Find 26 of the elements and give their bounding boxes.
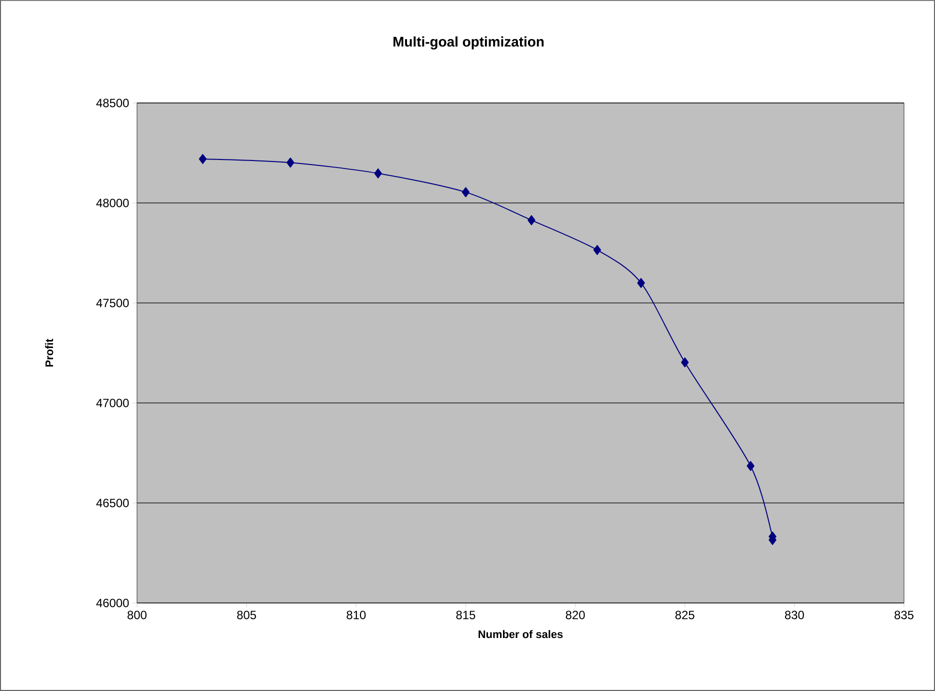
y-tick-label: 47500 xyxy=(96,298,129,308)
x-axis-title: Number of sales xyxy=(478,630,563,638)
x-tick-label: 825 xyxy=(675,610,694,620)
y-tick-label: 46500 xyxy=(96,498,129,508)
y-axis-title: Profit xyxy=(45,338,54,367)
x-tick-label: 835 xyxy=(894,610,914,620)
point xyxy=(198,154,207,164)
y-tick-label: 48000 xyxy=(96,198,129,208)
x-tick-label: 815 xyxy=(456,610,476,620)
x-tick-label: 810 xyxy=(346,610,366,620)
x-tick-label: 800 xyxy=(128,610,147,620)
point xyxy=(462,187,470,198)
point xyxy=(637,278,645,288)
point xyxy=(681,357,689,368)
y-tick-label: 48500 xyxy=(96,98,129,108)
point xyxy=(528,215,536,226)
x-tick-label: 830 xyxy=(784,610,804,620)
y-tick-label: 47000 xyxy=(96,398,129,408)
point xyxy=(746,461,754,471)
point xyxy=(286,158,294,168)
point xyxy=(374,168,382,178)
y-tick-label: 46000 xyxy=(96,598,129,608)
x-tick-label: 820 xyxy=(566,610,585,620)
point xyxy=(593,245,602,255)
x-tick-label: 805 xyxy=(237,610,256,620)
chart-title: Multi-goal optimization xyxy=(394,36,544,50)
